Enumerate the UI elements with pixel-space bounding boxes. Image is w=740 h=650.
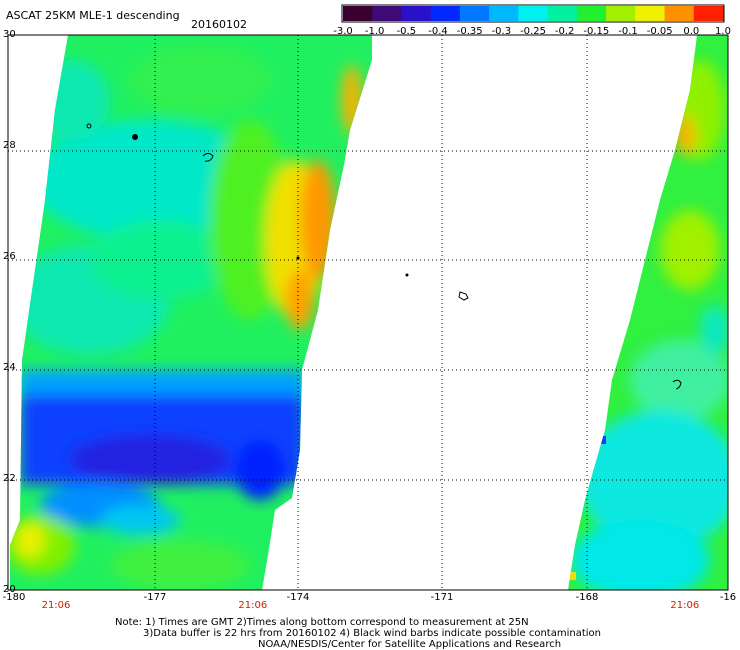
map-frame [7,34,729,591]
latitude-label: 20 [3,584,16,595]
colorbar-tick-label: -0.2 [554,26,575,37]
left-swath [10,35,372,590]
island-outlines [86,123,682,390]
colorbar-tick-label: -0.4 [428,26,448,37]
product-title: ASCAT 25KM MLE-1 descending [6,9,180,22]
latitude-label: 26 [3,251,16,262]
colorbar-tick-label: -0.1 [618,26,638,37]
longitude-label: -177 [143,592,167,603]
colorbar-segment [547,6,578,21]
colorbar-tick-label: 0.0 [683,26,700,37]
longitude-label: -16 [719,592,737,603]
colorbar-tick-label: -3.0 [333,26,353,37]
footnote: Note: 1) Times are GMT 2)Times along bot… [115,617,601,650]
latitude-label: 28 [3,140,16,151]
colorbar-tick-label: 1.0 [715,26,731,37]
swath-time-label: 21:06 [41,600,71,611]
colorbar-segment [430,6,461,21]
colorbar-segment [606,6,636,21]
footnote-line-1: Note: 1) Times are GMT 2)Times along bot… [115,617,529,628]
colorbar-segment [664,6,695,21]
product-date: 20160102 [191,18,247,31]
colorbar-tick-label: -0.5 [396,26,417,37]
colorbar-segment [372,6,402,21]
colorbar-segment [343,6,373,21]
colorbar-segment [693,6,724,21]
colorbar-tick-label: -0.15 [583,26,610,37]
colorbar-segment [518,6,549,21]
latitude-label: 22 [3,473,16,484]
longitude-label: -168 [575,592,599,603]
swath-time-label: 21:06 [238,600,268,611]
colorbar-tick-label: -1.0 [364,26,385,37]
swath-time-label: 21:06 [670,600,700,611]
colorbar-tick-label: -0.3 [491,26,512,37]
colorbar-segment [459,6,490,21]
longitude-label: -174 [286,592,310,603]
colorbar-tick-label: -0.05 [646,26,673,37]
colorbar-segment [401,6,432,21]
colorbar-segment [489,6,519,21]
footnote-line-3: NOAA/NESDIS/Center for Satellite Applica… [258,639,562,650]
colorbar-tick-label: -0.35 [456,26,483,37]
longitude-label: -180 [2,592,26,603]
colorbar [341,4,725,23]
colorbar-segment [576,6,607,21]
footnote-line-2: 3)Data buffer is 22 hrs from 20160102 4)… [143,628,601,639]
colorbar-tick-label: -0.25 [520,26,546,37]
colorbar-segment [635,6,666,21]
latitude-label: 24 [3,362,16,373]
longitude-label: -171 [430,592,454,603]
latitude-label: 30 [3,29,16,40]
